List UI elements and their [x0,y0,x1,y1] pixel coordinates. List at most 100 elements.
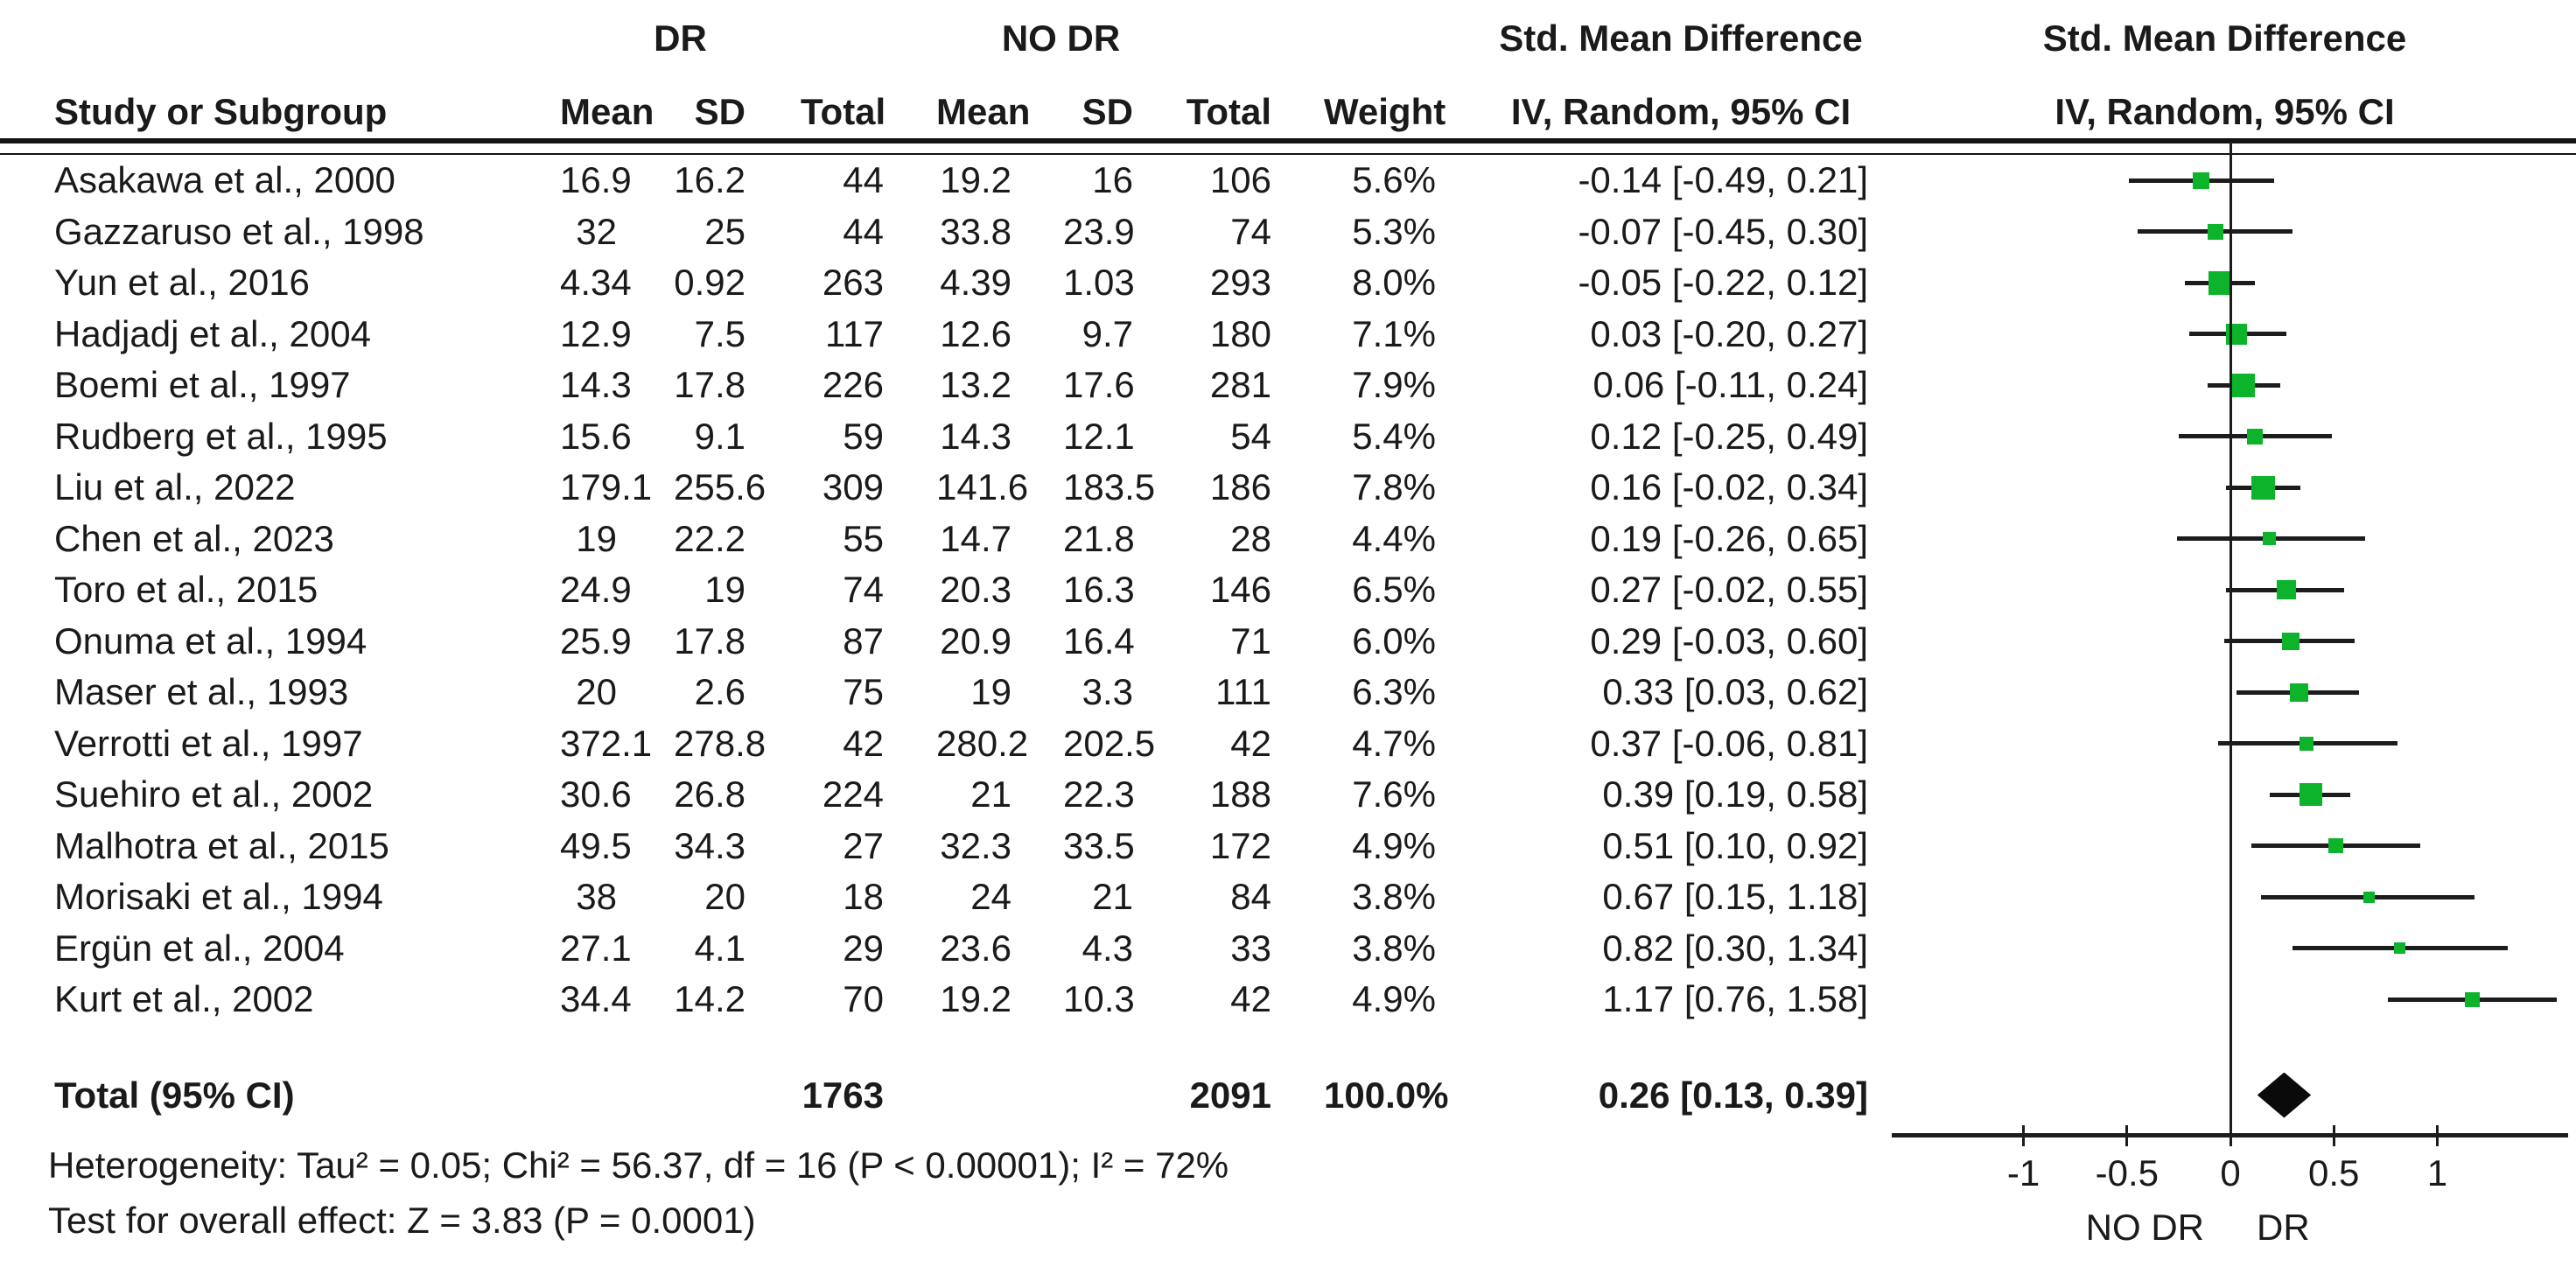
study-label: Chen et al., 2023 [54,517,334,559]
ci-plot-cell [1873,923,2576,975]
nodr-sd: 16 [1092,159,1133,201]
dr-total: 75 [843,671,884,713]
study-label: Morisaki et al., 1994 [54,876,383,918]
weight: 5.3% [1352,210,1436,252]
nodr-sd: 33.5 [1063,824,1135,866]
effect-text: 0.39 [0.19, 0.58] [1602,774,1868,816]
table-row: Asakawa et al., 2000 16.9 16.2 44 19.2 16 106 5… [0,155,2576,206]
ci-plot-cell [1873,514,2576,565]
nodr-mean: 280.2 [936,722,1029,764]
nodr-sd: 23.9 [1063,210,1135,252]
x-axis: -1 -0.5 0 0.5 1 NO DR DR [1873,1125,2576,1267]
col-header-nodr-sd: SD [1082,91,1133,132]
point-estimate-square-icon [2230,373,2255,397]
dr-sd: 19 [704,569,746,611]
point-estimate-square-icon [2300,736,2314,751]
table-row: Kurt et al., 2002 34.4 14.2 70 19.2 10.3 42 4.9… [0,974,2576,1026]
nodr-total: 106 [1209,159,1271,201]
ci-plot-cell [1873,360,2576,411]
point-estimate-square-icon [2276,580,2296,600]
weight: 3.8% [1352,876,1436,918]
nodr-sd: 16.3 [1063,569,1135,611]
nodr-sd: 183.5 [1063,466,1156,508]
effect-column-header-line1: Std. Mean Difference [1499,18,1863,59]
dr-sd: 278.8 [674,722,766,764]
dr-total: 224 [822,774,884,816]
ci-plot-cell [1873,821,2576,872]
total-nodr-n: 2091 [1189,1074,1271,1116]
nodr-mean: 13.2 [940,364,1012,406]
nodr-total: 42 [1230,722,1271,764]
dr-total: 59 [843,415,884,457]
ci-plot-cell [1873,872,2576,923]
ci-plot-cell [1873,667,2576,718]
nodr-mean: 12.6 [940,312,1012,354]
weight: 4.7% [1352,722,1436,764]
weight: 7.1% [1352,312,1436,354]
dr-total: 70 [843,978,884,1020]
dr-mean: 34.4 [560,978,632,1020]
ci-plot-cell [1873,309,2576,360]
dr-total: 44 [843,159,884,201]
study-label: Hadjadj et al., 2004 [54,312,371,354]
effect-text: 0.27 [-0.02, 0.55] [1590,569,1868,611]
effect-text: 0.19 [-0.26, 0.65] [1590,517,1868,559]
col-header-weight: Weight [1324,91,1446,132]
weight: 8.0% [1352,262,1436,304]
ci-plot-cell [1873,718,2576,770]
nodr-mean: 14.3 [940,415,1012,457]
point-estimate-square-icon [2251,475,2276,500]
dr-mean: 25.9 [560,620,632,662]
nodr-mean: 23.6 [940,927,1012,969]
nodr-total: 186 [1209,466,1271,508]
table-row: Gazzaruso et al., 1998 32 25 44 33.8 23.9 74 5.… [0,206,2576,258]
study-label: Toro et al., 2015 [54,569,318,611]
effect-column-header-line2: IV, Random, 95% CI [1510,91,1852,132]
dr-mean: 15.6 [560,415,632,457]
dr-sd: 22.2 [674,517,746,559]
study-rows: Asakawa et al., 2000 16.9 16.2 44 19.2 16 106 5… [0,155,2576,1026]
effect-text: 0.12 [-0.25, 0.49] [1590,415,1868,457]
point-estimate-square-icon [2362,891,2375,903]
nodr-sd: 21 [1092,876,1133,918]
nodr-sd: 17.6 [1063,364,1135,406]
dr-total: 263 [822,262,884,304]
nodr-mean: 19 [970,671,1012,713]
study-label: Malhotra et al., 2015 [54,824,389,866]
point-estimate-square-icon [2263,532,2277,546]
nodr-sd: 16.4 [1063,620,1135,662]
col-header-dr-mean: Mean [560,91,654,132]
effect-text: 0.16 [-0.02, 0.34] [1590,466,1868,508]
nodr-mean: 19.2 [940,159,1012,201]
dr-sd: 16.2 [674,159,746,201]
nodr-sd: 22.3 [1063,774,1135,816]
dr-sd: 7.5 [694,312,746,354]
ci-plot-cell [1873,564,2576,616]
study-label: Rudberg et al., 1995 [54,415,388,457]
axis-tick-label: 0.5 [2307,1152,2360,1194]
nodr-total: 180 [1209,312,1271,354]
study-label: Asakawa et al., 2000 [54,159,396,201]
col-header-dr-total: Total [801,91,886,132]
zero-reference-line [2229,142,2232,1136]
dr-total: 117 [825,312,884,354]
nodr-sd: 12.1 [1063,415,1135,457]
ci-plot-cell [1873,769,2576,821]
dr-sd: 34.3 [674,824,746,866]
weight: 3.8% [1352,927,1436,969]
axis-tick [2022,1125,2026,1146]
table-row: Maser et al., 1993 20 2.6 75 19 3.3 111 6.3% 0.3… [0,667,2576,718]
effect-text: 0.29 [-0.03, 0.60] [1590,620,1868,662]
nodr-sd: 10.3 [1063,978,1135,1020]
dr-total: 44 [843,210,884,252]
axis-label-dr: DR [2257,1207,2310,1248]
dr-mean: 16.9 [560,159,632,201]
nodr-mean: 20.9 [940,620,1012,662]
header-columns-row: Study or Subgroup Mean SD Total Mean SD … [0,60,2576,138]
effect-text: 0.03 [-0.20, 0.27] [1590,312,1868,354]
nodr-total: 28 [1230,517,1271,559]
study-label: Onuma et al., 1994 [54,620,368,662]
effect-text: -0.14 [-0.49, 0.21] [1578,159,1868,201]
dr-sd: 25 [704,210,746,252]
